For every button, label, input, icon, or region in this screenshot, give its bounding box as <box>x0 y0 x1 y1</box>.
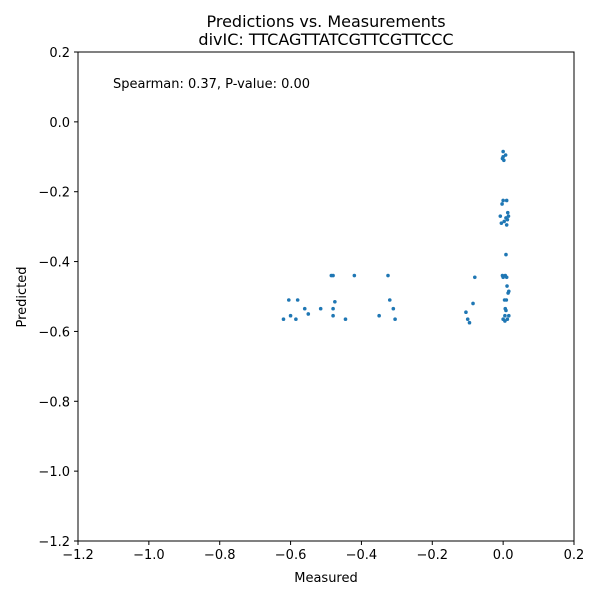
y-tick-label: −0.8 <box>38 395 70 410</box>
data-point <box>295 298 300 302</box>
data-point <box>502 219 507 224</box>
data-point <box>387 298 392 302</box>
x-tick-label: −1.0 <box>133 548 165 563</box>
data-point <box>504 298 509 302</box>
x-tick-label: −0.6 <box>275 548 307 563</box>
x-tick-label: −0.2 <box>416 548 448 563</box>
data-point <box>393 317 397 322</box>
data-point <box>473 275 477 280</box>
data-point <box>281 317 286 322</box>
data-point <box>503 313 507 318</box>
data-point <box>386 273 390 278</box>
data-point <box>464 310 468 315</box>
y-tick-label: −0.6 <box>38 325 70 340</box>
data-point <box>306 312 311 316</box>
data-point <box>288 313 293 318</box>
points-layer <box>281 149 511 325</box>
data-point <box>333 299 337 304</box>
data-point <box>352 273 357 278</box>
x-tick-label: −0.8 <box>204 548 236 563</box>
data-point <box>500 202 504 206</box>
data-point <box>505 217 510 222</box>
x-tick-label: −1.2 <box>62 548 94 563</box>
data-point <box>501 198 505 203</box>
chart-title: Predictions vs. Measurements <box>206 12 445 31</box>
x-tick-label: −0.4 <box>346 548 378 563</box>
x-axis-ticks: −1.2 −1.0 −0.8 −0.6 −0.4 −0.2 0.0 0.2 <box>62 541 584 563</box>
data-point <box>504 275 509 280</box>
x-tick-label: 0.2 <box>564 548 585 563</box>
y-tick-label: −0.4 <box>38 256 70 271</box>
data-point <box>507 313 511 318</box>
data-point <box>465 317 470 322</box>
y-tick-label: −1.2 <box>38 535 70 550</box>
data-point <box>504 198 509 203</box>
y-tick-label: −0.2 <box>38 186 70 201</box>
data-point <box>506 214 511 218</box>
y-tick-label: −1.0 <box>38 465 70 480</box>
data-point <box>302 306 307 311</box>
y-axis-ticks: 0.2 0.0 −0.2 −0.4 −0.6 −0.8 −1.0 −1.2 <box>38 46 78 550</box>
chart-subtitle: divIC: TTCAGTTATCGTTCGTTCCC <box>198 30 453 49</box>
data-point <box>503 153 508 157</box>
data-point <box>467 320 472 325</box>
data-point <box>504 223 509 227</box>
data-point <box>471 301 475 306</box>
data-point <box>502 158 506 163</box>
y-axis-label: Predicted <box>15 266 30 327</box>
data-point <box>331 273 335 278</box>
data-point <box>504 308 508 313</box>
y-tick-label: 0.0 <box>49 116 70 131</box>
data-point <box>331 306 335 311</box>
data-point <box>505 284 509 288</box>
plot-frame <box>77 51 575 542</box>
data-point <box>318 306 323 311</box>
data-point <box>501 149 505 154</box>
data-point <box>287 298 291 302</box>
data-point <box>505 317 510 322</box>
x-axis-label: Measured <box>294 571 358 586</box>
data-point <box>294 317 298 322</box>
data-point <box>498 214 503 218</box>
data-point <box>391 306 396 311</box>
spearman-annotation: Spearman: 0.37, P-value: 0.00 <box>113 77 310 92</box>
data-point <box>331 313 335 318</box>
y-tick-label: 0.2 <box>49 46 70 61</box>
x-tick-label: 0.0 <box>493 548 514 563</box>
data-point <box>343 317 348 322</box>
data-point <box>507 289 511 294</box>
data-point <box>505 210 510 215</box>
data-point <box>499 221 504 225</box>
data-point <box>504 252 508 257</box>
data-point <box>377 313 381 318</box>
